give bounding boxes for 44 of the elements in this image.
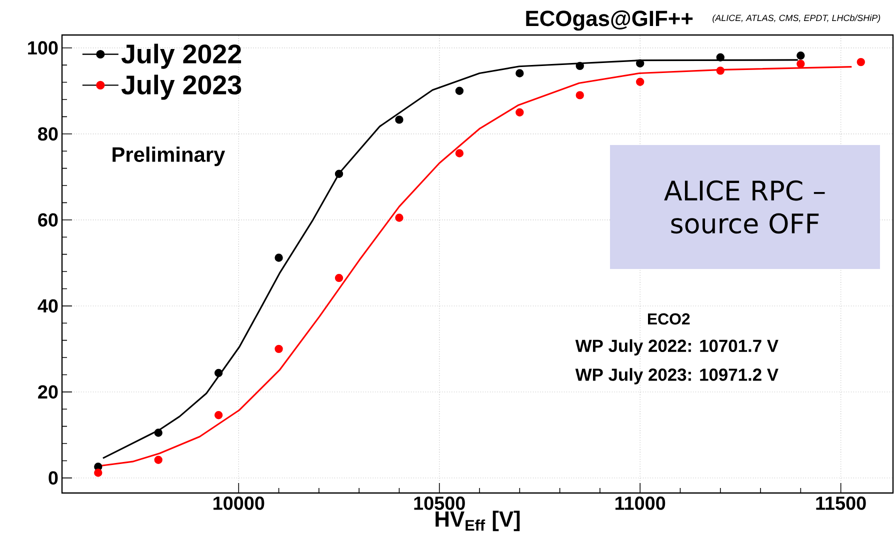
y-tick-label: 60 — [38, 213, 58, 227]
y-tick-label: 40 — [38, 299, 58, 313]
point — [395, 116, 404, 124]
y-tick-label: 100 — [28, 41, 58, 55]
point — [214, 368, 223, 378]
point — [274, 344, 283, 354]
x-tick-label: 10500 — [414, 496, 465, 510]
point — [636, 59, 644, 68]
point — [455, 86, 464, 95]
legend-label: July 2022 — [121, 44, 242, 69]
point — [796, 52, 805, 60]
point — [636, 78, 644, 86]
y-tick-label: 80 — [38, 127, 58, 141]
point — [395, 214, 404, 222]
point — [154, 428, 162, 437]
point — [455, 149, 464, 158]
point — [796, 60, 805, 68]
point — [716, 66, 724, 75]
point — [516, 69, 524, 78]
legend-label: July 2023 — [121, 74, 242, 100]
x-tick-label: 11500 — [816, 496, 866, 510]
annotation: WP July 2023: 10971.2 V — [575, 368, 778, 384]
x-tick-label: 10000 — [214, 496, 264, 510]
annotation: ALICE RPC – source OFF — [664, 180, 825, 234]
annotation: Preliminary — [112, 146, 226, 166]
point — [716, 53, 724, 62]
chart-title: ECOgas@GIF++ — [526, 10, 693, 31]
y-tick-label: 0 — [48, 471, 58, 485]
point — [214, 411, 223, 420]
y-tick-label: 20 — [38, 385, 58, 399]
point — [154, 456, 162, 464]
point — [334, 274, 344, 282]
point — [576, 62, 584, 70]
point — [576, 91, 584, 100]
chart-subtitle: (ALICE, ATLAS, CMS, EPDT, LHCb/SHiP) — [712, 14, 880, 23]
point — [94, 468, 102, 477]
x-axis-title: HV$_{Eff}$ [V] — [436, 510, 520, 532]
point — [856, 58, 865, 66]
x-tick-label: 11000 — [615, 496, 666, 510]
point — [516, 108, 524, 116]
point — [274, 254, 283, 262]
annotation: WP July 2022: 10701.7 V — [575, 339, 778, 356]
point — [334, 170, 344, 178]
annotation: ECO2 — [648, 313, 690, 325]
